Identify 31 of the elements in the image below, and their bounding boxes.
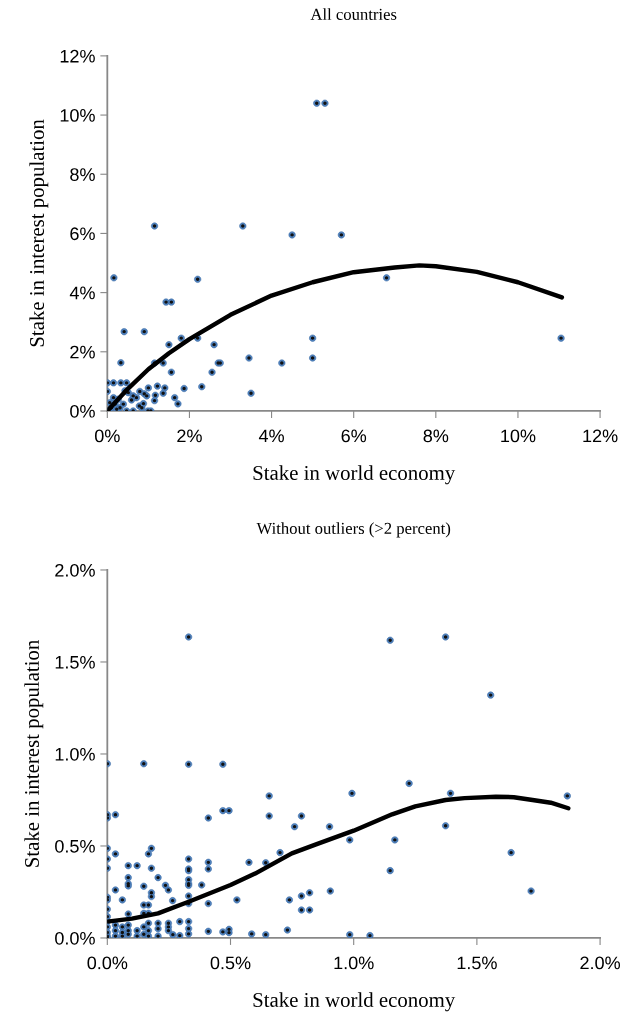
y-tick-label: 0% xyxy=(70,404,95,418)
y-tick-label: 2% xyxy=(70,345,95,359)
x-tick-label: 4% xyxy=(258,429,284,443)
y-tick-label: 12% xyxy=(60,49,95,63)
y-tick-label: 8% xyxy=(70,168,95,181)
y-tick-label: 2.0% xyxy=(55,563,95,577)
x-tick-label: 8% xyxy=(423,429,449,443)
x-tick-label: 12% xyxy=(583,429,618,443)
x-tick-label: 2.0% xyxy=(580,956,621,970)
line-series xyxy=(107,263,565,411)
x-tick-label: 0% xyxy=(94,429,120,443)
y-tick-label: 10% xyxy=(60,109,95,122)
x-tick-label: 0.0% xyxy=(87,956,128,970)
chart-title: All countries xyxy=(310,8,397,20)
y-tick-label: 0.0% xyxy=(55,931,95,945)
x-tick-label: 10% xyxy=(501,429,536,443)
x-tick-label: 6% xyxy=(341,429,367,443)
x-tick-label: 2% xyxy=(177,429,202,443)
x-tick-label: 0.5% xyxy=(210,956,251,970)
y-axis-title: Stake in interest population xyxy=(24,640,44,867)
chart-title: Without outliers (>2 percent) xyxy=(256,522,451,538)
y-tick-label: 4% xyxy=(69,286,95,300)
x-tick-label: 1.0% xyxy=(334,956,374,970)
y-tick-label: 1.0% xyxy=(55,747,95,761)
y-tick-label: 1.5% xyxy=(55,655,95,669)
y-tick-label: 6% xyxy=(70,227,95,241)
x-axis-title: Stake in world economy xyxy=(253,992,456,1012)
x-tick-label: 1.5% xyxy=(457,956,497,970)
y-axis-title: Stake in interest population xyxy=(29,119,49,347)
x-axis-title: Stake in world economy xyxy=(253,465,456,485)
y-tick-label: 0.5% xyxy=(55,839,95,853)
